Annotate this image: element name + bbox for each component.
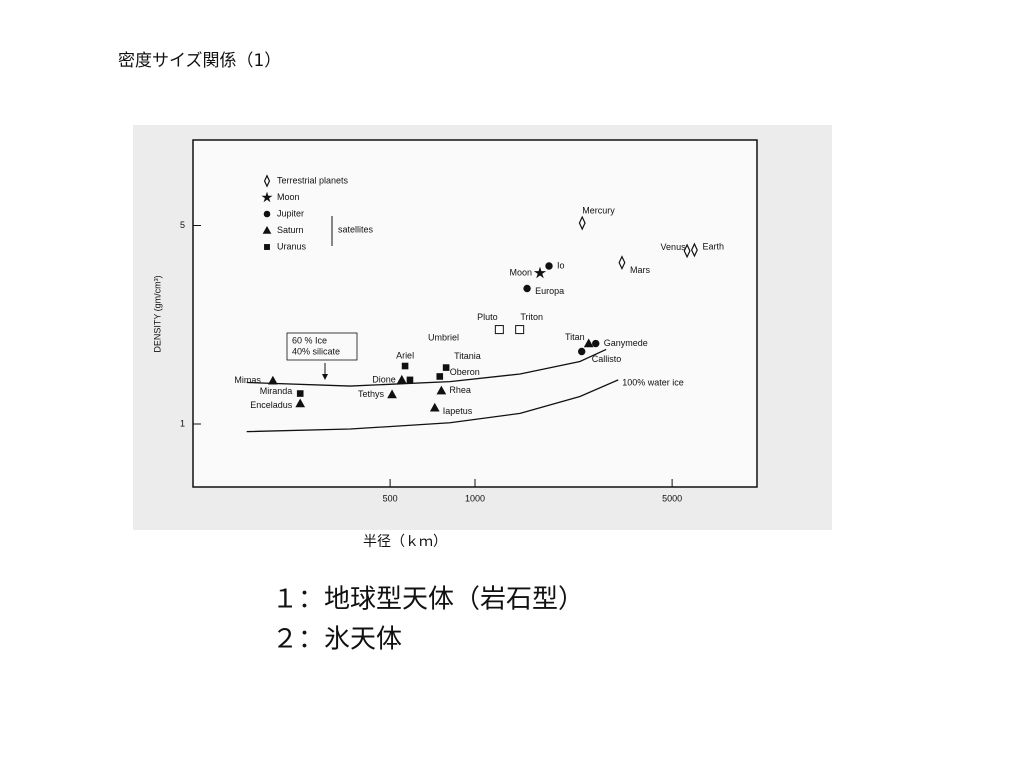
legend-group-label: satellites bbox=[338, 224, 374, 234]
plot-frame bbox=[192, 139, 758, 488]
point-label: Umbriel bbox=[428, 332, 459, 342]
point-label: Enceladus bbox=[250, 400, 293, 410]
point bbox=[523, 284, 531, 293]
x-tick-label: 5000 bbox=[662, 493, 682, 503]
point-label: Venus bbox=[661, 242, 687, 252]
curve-label: 100% water ice bbox=[622, 377, 684, 387]
point bbox=[494, 325, 504, 335]
annotation-box bbox=[286, 332, 358, 361]
point-label: Europa bbox=[535, 286, 564, 296]
point bbox=[429, 402, 440, 412]
point-label: Callisto bbox=[592, 354, 622, 364]
point bbox=[515, 325, 525, 335]
point bbox=[436, 385, 447, 395]
legend-marker bbox=[262, 225, 272, 234]
legend-label: Moon bbox=[277, 192, 300, 202]
point bbox=[683, 243, 691, 259]
point-label: Ganymede bbox=[604, 338, 648, 348]
legend-label: Jupiter bbox=[277, 208, 304, 218]
y-tick-label: 1 bbox=[180, 418, 185, 428]
point-label: Titan bbox=[565, 332, 585, 342]
point-label: Moon bbox=[509, 267, 532, 277]
point-label: Pluto bbox=[477, 312, 498, 322]
x-axis-label: 半径（ｋｍ） bbox=[363, 534, 447, 550]
y-tick-label: 5 bbox=[180, 220, 185, 230]
model-curve bbox=[246, 379, 619, 433]
legend-label: Terrestrial planets bbox=[277, 175, 349, 185]
point-label: Mimas bbox=[234, 375, 261, 385]
point-label: Rhea bbox=[449, 385, 471, 395]
point-label: Iapetus bbox=[443, 406, 473, 416]
point bbox=[618, 255, 626, 271]
point-label: Ariel bbox=[396, 350, 414, 360]
point-label: Miranda bbox=[260, 386, 293, 396]
curve-label: 40% silicate bbox=[292, 346, 340, 356]
note: ２：氷天体 bbox=[272, 625, 402, 655]
slide-title: 密度サイズ関係（1） bbox=[118, 51, 281, 71]
y-axis-label: DENSITY (gm/cm³) bbox=[152, 275, 162, 352]
legend-marker bbox=[263, 174, 271, 188]
legend-label: Uranus bbox=[277, 241, 307, 251]
model-curve bbox=[246, 348, 607, 387]
point-label: Earth bbox=[702, 241, 724, 251]
point-label: Tethys bbox=[358, 389, 385, 399]
point bbox=[401, 362, 409, 370]
point-label: Triton bbox=[520, 312, 543, 322]
point bbox=[690, 242, 698, 258]
x-tick-label: 1000 bbox=[465, 493, 485, 503]
x-tick-label: 500 bbox=[383, 493, 398, 503]
point-label: Titania bbox=[454, 351, 481, 361]
point-label: Dione bbox=[372, 374, 396, 384]
point bbox=[545, 262, 553, 270]
legend-marker bbox=[263, 210, 271, 218]
point bbox=[592, 339, 600, 348]
point bbox=[583, 338, 594, 348]
annotation-arrowhead bbox=[322, 374, 328, 380]
legend-marker bbox=[264, 244, 270, 250]
curve-label: 60 % Ice bbox=[292, 335, 327, 345]
point bbox=[396, 374, 407, 384]
legend-label: Saturn bbox=[277, 225, 304, 235]
point-label: Mercury bbox=[582, 205, 615, 215]
point bbox=[442, 364, 450, 371]
point bbox=[436, 373, 444, 380]
point-label: Io bbox=[557, 260, 565, 270]
point bbox=[578, 215, 586, 231]
point-label: Oberon bbox=[450, 367, 480, 377]
legend-marker bbox=[261, 191, 273, 203]
point-label: Mars bbox=[630, 265, 650, 275]
point bbox=[387, 389, 397, 399]
point bbox=[296, 390, 304, 397]
point bbox=[295, 398, 306, 408]
point bbox=[533, 266, 547, 279]
point bbox=[578, 347, 586, 356]
point bbox=[406, 376, 414, 384]
note: １：地球型天体（岩石型） bbox=[272, 585, 584, 615]
